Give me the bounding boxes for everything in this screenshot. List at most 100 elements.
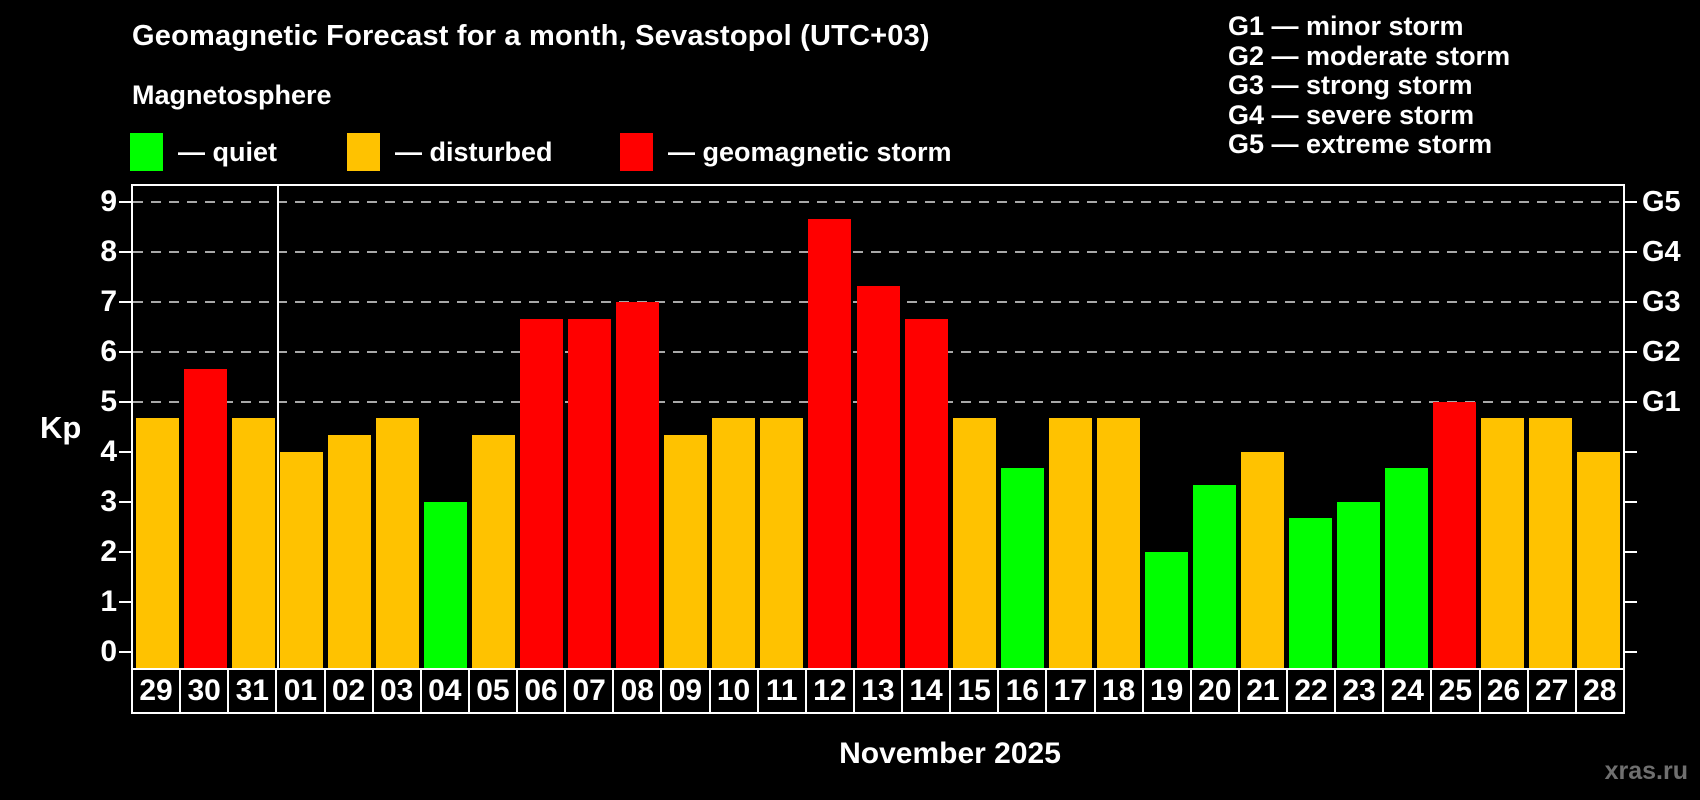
y-tick-left-9 — [119, 201, 131, 204]
storm-scale-line-g3: G3 — strong storm — [1228, 70, 1473, 100]
x-tick-day-21: 21 — [1237, 668, 1288, 714]
x-tick-day-10: 10 — [708, 668, 759, 714]
bar-day-14 — [904, 318, 948, 668]
legend-item-storm: — geomagnetic storm — [620, 132, 952, 172]
x-tick-day-29: 29 — [131, 668, 182, 714]
y-tick-left-4 — [119, 450, 131, 453]
right-axis-label-g4: G4 — [1642, 236, 1681, 269]
magnetosphere-label: Magnetosphere — [132, 80, 332, 110]
bar-day-01 — [279, 451, 323, 668]
bar-day-20 — [1192, 485, 1236, 668]
x-tick-day-03: 03 — [371, 668, 422, 714]
y-axis-tick-label-7: 7 — [100, 285, 117, 319]
bar-day-08 — [616, 302, 660, 668]
bar-day-28 — [1577, 451, 1621, 668]
bar-day-02 — [327, 435, 371, 668]
x-tick-day-20: 20 — [1189, 668, 1240, 714]
x-tick-day-01: 01 — [275, 668, 326, 714]
bar-day-27 — [1529, 418, 1573, 668]
x-tick-day-02: 02 — [323, 668, 374, 714]
bar-day-26 — [1481, 418, 1525, 668]
bar-day-31 — [231, 418, 275, 668]
bar-day-25 — [1433, 402, 1477, 668]
x-tick-day-27: 27 — [1526, 668, 1577, 714]
gridline-kp-9 — [133, 201, 1623, 204]
y-tick-right-9 — [1625, 201, 1637, 204]
x-tick-day-17: 17 — [1045, 668, 1096, 714]
y-axis-tick-label-8: 8 — [100, 235, 117, 269]
bar-day-23 — [1337, 501, 1381, 668]
storm-scale-line-g4: G4 — severe storm — [1228, 99, 1475, 130]
bar-day-11 — [760, 418, 804, 668]
y-tick-right-2 — [1625, 550, 1637, 553]
x-tick-day-30: 30 — [179, 668, 230, 714]
right-axis-label-g5: G5 — [1642, 186, 1681, 219]
x-tick-day-05: 05 — [467, 668, 518, 714]
legend-label-disturbed: — disturbed — [395, 137, 553, 167]
y-tick-left-8 — [119, 251, 131, 254]
x-tick-day-14: 14 — [901, 668, 952, 714]
bar-day-09 — [664, 435, 708, 668]
y-tick-right-5 — [1625, 401, 1637, 403]
bar-day-04 — [423, 501, 467, 668]
gridline-kp-8 — [133, 251, 1623, 254]
bar-day-17 — [1048, 418, 1092, 668]
legend-label-quiet: — quiet — [178, 137, 277, 167]
bar-day-16 — [1000, 468, 1044, 668]
legend-item-quiet: — quiet — [130, 132, 277, 172]
x-tick-day-18: 18 — [1093, 668, 1144, 714]
storm-scale-line-g2: G2 — moderate storm — [1228, 40, 1511, 71]
x-tick-day-08: 08 — [612, 668, 663, 714]
bar-day-30 — [183, 368, 227, 668]
legend-item-disturbed: — disturbed — [347, 132, 553, 172]
y-axis-tick-label-0: 0 — [100, 634, 117, 668]
x-axis-day-labels: 29 30 31 01 02 03 04 05 06 07 08 09 10 11 12 13 14 15 16 17… — [131, 668, 1625, 714]
y-axis-tick-label-3: 3 — [100, 484, 117, 518]
bar-day-18 — [1096, 418, 1140, 668]
x-tick-day-15: 15 — [949, 668, 1000, 714]
legend-swatch-disturbed — [347, 133, 380, 171]
y-axis-tick-label-6: 6 — [100, 335, 117, 369]
y-axis-tick-label-4: 4 — [100, 434, 117, 468]
storm-scale-legend: G1 — minor storm G2 — moderate storm G3 — … — [1228, 11, 1511, 160]
bar-day-22 — [1289, 518, 1333, 668]
bar-day-15 — [952, 418, 996, 668]
x-tick-day-26: 26 — [1478, 668, 1529, 714]
magnetosphere-legend: — quiet — disturbed — geomagnetic storm — [0, 132, 1100, 174]
month-label: November 2025 — [839, 737, 1061, 770]
y-tick-right-4 — [1625, 450, 1637, 453]
bar-day-21 — [1241, 451, 1285, 668]
legend-swatch-storm — [620, 133, 653, 171]
y-tick-right-6 — [1625, 351, 1637, 354]
x-tick-day-28: 28 — [1574, 668, 1625, 714]
x-tick-day-23: 23 — [1334, 668, 1385, 714]
x-tick-day-24: 24 — [1382, 668, 1433, 714]
x-tick-day-12: 12 — [804, 668, 855, 714]
bar-day-10 — [712, 418, 756, 668]
x-tick-day-13: 13 — [852, 668, 903, 714]
x-tick-day-06: 06 — [516, 668, 567, 714]
watermark: xras.ru — [1604, 757, 1688, 785]
y-tick-left-3 — [119, 500, 131, 503]
y-axis-tick-label-2: 2 — [100, 534, 117, 568]
x-tick-day-04: 04 — [419, 668, 470, 714]
bar-day-19 — [1144, 551, 1188, 668]
bar-day-24 — [1385, 468, 1429, 668]
y-tick-left-7 — [119, 301, 131, 304]
y-tick-right-8 — [1625, 251, 1637, 254]
y-tick-right-3 — [1625, 500, 1637, 503]
storm-scale-line-g5: G5 — extreme storm — [1228, 129, 1493, 159]
y-tick-left-2 — [119, 550, 131, 553]
y-tick-left-0 — [119, 650, 131, 653]
x-tick-day-25: 25 — [1430, 668, 1481, 714]
x-tick-day-16: 16 — [997, 668, 1048, 714]
right-axis-label-g1: G1 — [1642, 386, 1681, 418]
bar-day-12 — [808, 218, 852, 668]
bar-day-03 — [375, 418, 419, 668]
legend-swatch-quiet — [130, 133, 163, 171]
y-tick-right-1 — [1625, 600, 1637, 603]
y-tick-left-6 — [119, 351, 131, 354]
y-axis-tick-label-9: 9 — [100, 185, 117, 219]
bar-day-29 — [135, 418, 179, 668]
